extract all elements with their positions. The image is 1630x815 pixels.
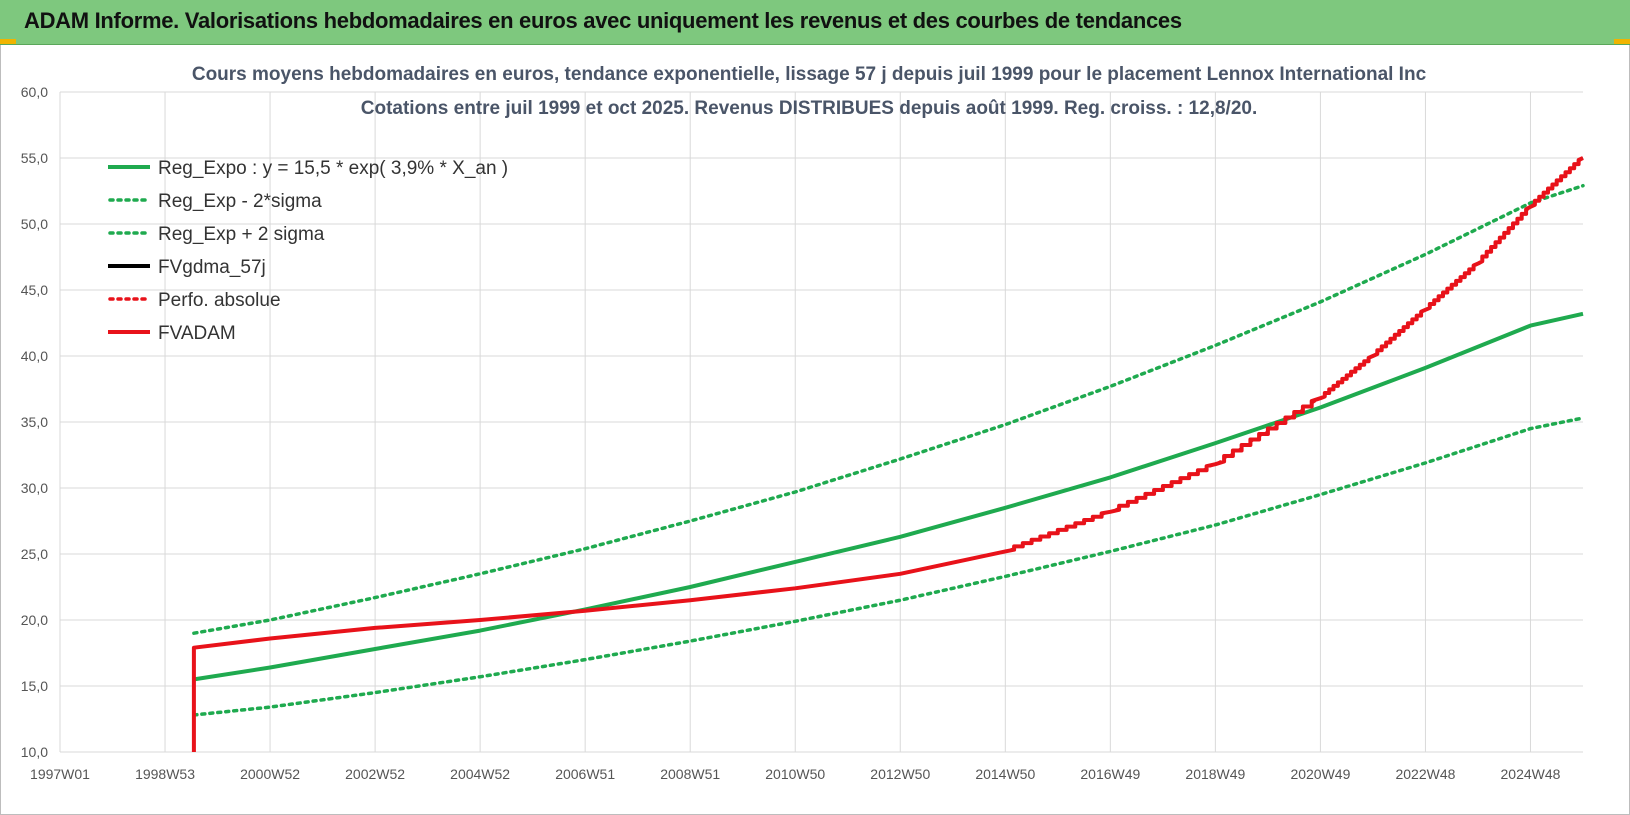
y-tick-label: 50,0 xyxy=(21,216,48,232)
legend-label: FVgdma_57j xyxy=(158,257,266,278)
x-tick-label: 2008W51 xyxy=(660,766,720,782)
corner-marker xyxy=(1614,39,1630,44)
corner-marker xyxy=(0,39,16,44)
y-tick-label: 25,0 xyxy=(21,546,48,562)
line-chart: Cours moyens hebdomadaires en euros, ten… xyxy=(21,64,1585,782)
x-tick-label: 2020W49 xyxy=(1290,766,1350,782)
x-tick-label: 2018W49 xyxy=(1185,766,1245,782)
legend-label: Perfo. absolue xyxy=(158,290,281,311)
series-line xyxy=(192,183,1585,635)
x-tick-label: 2012W50 xyxy=(870,766,930,782)
y-tick-label: 45,0 xyxy=(21,282,48,298)
y-axis-ticks: 10,0 15,0 20,0 25,0 30,0 35,0 40,0 45,0 50,0 55,0… xyxy=(21,84,48,760)
y-tick-label: 60,0 xyxy=(21,84,48,100)
x-tick-label: 2010W50 xyxy=(765,766,825,782)
x-tick-label: 2004W52 xyxy=(450,766,510,782)
y-tick-label: 20,0 xyxy=(21,612,48,628)
x-tick-label: 2014W50 xyxy=(975,766,1035,782)
x-tick-label: 1998W53 xyxy=(135,766,195,782)
x-tick-label: 2022W48 xyxy=(1395,766,1455,782)
legend-label: Reg_Exp + 2 sigma xyxy=(158,224,325,245)
y-tick-label: 30,0 xyxy=(21,480,48,496)
series-line xyxy=(192,416,1585,717)
gridlines xyxy=(59,91,1583,753)
series-line xyxy=(193,311,1584,682)
x-tick-label: 2006W51 xyxy=(555,766,615,782)
legend-label: Reg_Expo : y = 15,5 * exp( 3,9% * X_an ) xyxy=(158,158,508,179)
chart-subtitle: Cotations entre juil 1999 et oct 2025. R… xyxy=(361,98,1257,119)
x-tick-label: 2016W49 xyxy=(1080,766,1140,782)
x-axis-ticks: 1997W01 1998W53 2000W52 2002W52 2004W52 2006W… xyxy=(30,766,1561,782)
y-tick-label: 55,0 xyxy=(21,150,48,166)
chart-title: Cours moyens hebdomadaires en euros, ten… xyxy=(192,64,1427,85)
series-lines xyxy=(191,156,1585,752)
x-tick-label: 2000W52 xyxy=(240,766,300,782)
y-tick-label: 35,0 xyxy=(21,414,48,430)
header-title: ADAM Informe. Valorisations hebdomadaire… xyxy=(24,8,1182,33)
legend: Reg_Expo : y = 15,5 * exp( 3,9% * X_an )… xyxy=(108,158,508,344)
x-tick-label: 1997W01 xyxy=(30,766,90,782)
series-line xyxy=(191,156,1584,752)
legend-label: Reg_Exp - 2*sigma xyxy=(158,191,322,212)
y-tick-label: 10,0 xyxy=(21,744,48,760)
x-tick-label: 2002W52 xyxy=(345,766,405,782)
y-tick-label: 15,0 xyxy=(21,678,48,694)
series-line xyxy=(192,157,1584,649)
x-tick-label: 2024W48 xyxy=(1501,766,1561,782)
legend-label: FVADAM xyxy=(158,323,236,344)
header-band: ADAM Informe. Valorisations hebdomadaire… xyxy=(0,0,1630,45)
y-tick-label: 40,0 xyxy=(21,348,48,364)
